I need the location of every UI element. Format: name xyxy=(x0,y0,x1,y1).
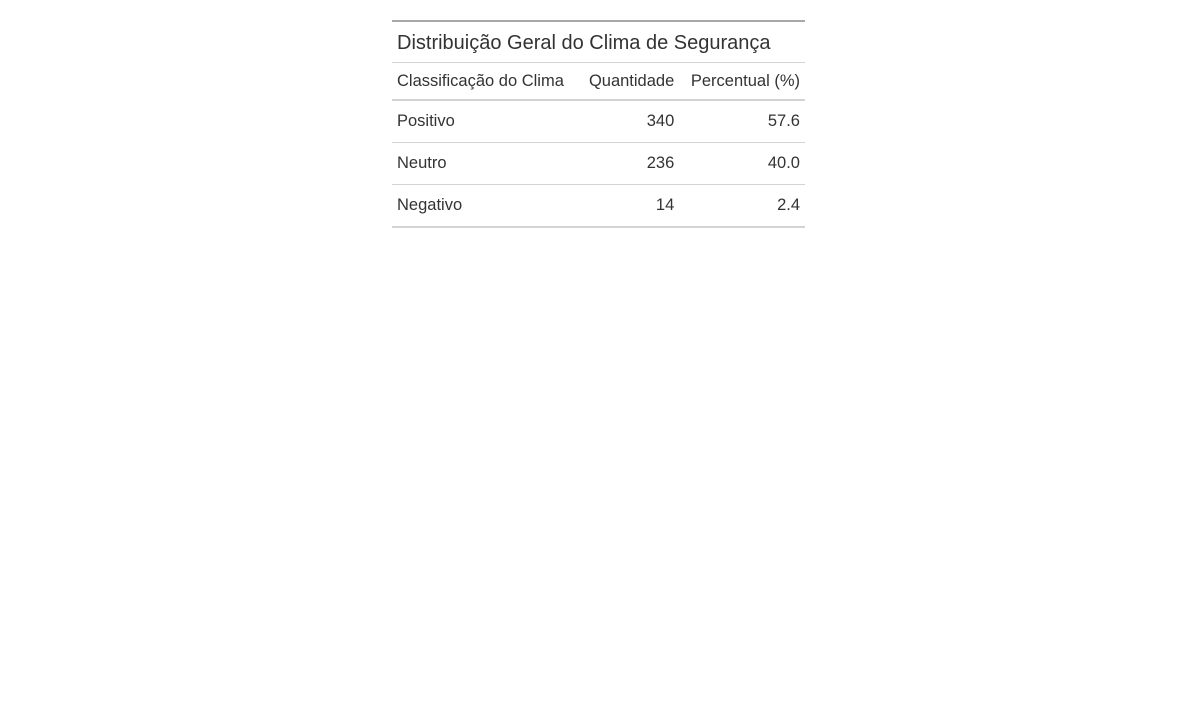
cell-quantity: 236 xyxy=(578,142,680,185)
column-header-percent: Percentual (%) xyxy=(679,62,805,101)
column-header-classification: Classificação do Clima xyxy=(392,62,579,101)
cell-percent: 40.0 xyxy=(679,142,805,185)
cell-classification: Positivo xyxy=(392,100,579,143)
cell-quantity: 14 xyxy=(578,184,680,228)
table-title-row: Distribuição Geral do Clima de Segurança xyxy=(392,20,805,63)
cell-classification: Negativo xyxy=(392,184,579,228)
table-row: Negativo 14 2.4 xyxy=(392,184,805,228)
cell-percent: 57.6 xyxy=(679,100,805,143)
column-header-row: Classificação do Clima Quantidade Percen… xyxy=(392,62,805,101)
column-header-quantity: Quantidade xyxy=(578,62,680,101)
cell-classification: Neutro xyxy=(392,142,579,185)
table-row: Neutro 236 40.0 xyxy=(392,142,805,185)
table-row: Positivo 340 57.6 xyxy=(392,100,805,143)
cell-quantity: 340 xyxy=(578,100,680,143)
safety-climate-table: Distribuição Geral do Clima de Segurança… xyxy=(392,20,805,228)
summary-table-container: Distribuição Geral do Clima de Segurança… xyxy=(392,20,805,228)
cell-percent: 2.4 xyxy=(679,184,805,228)
table-title: Distribuição Geral do Clima de Segurança xyxy=(392,20,805,63)
